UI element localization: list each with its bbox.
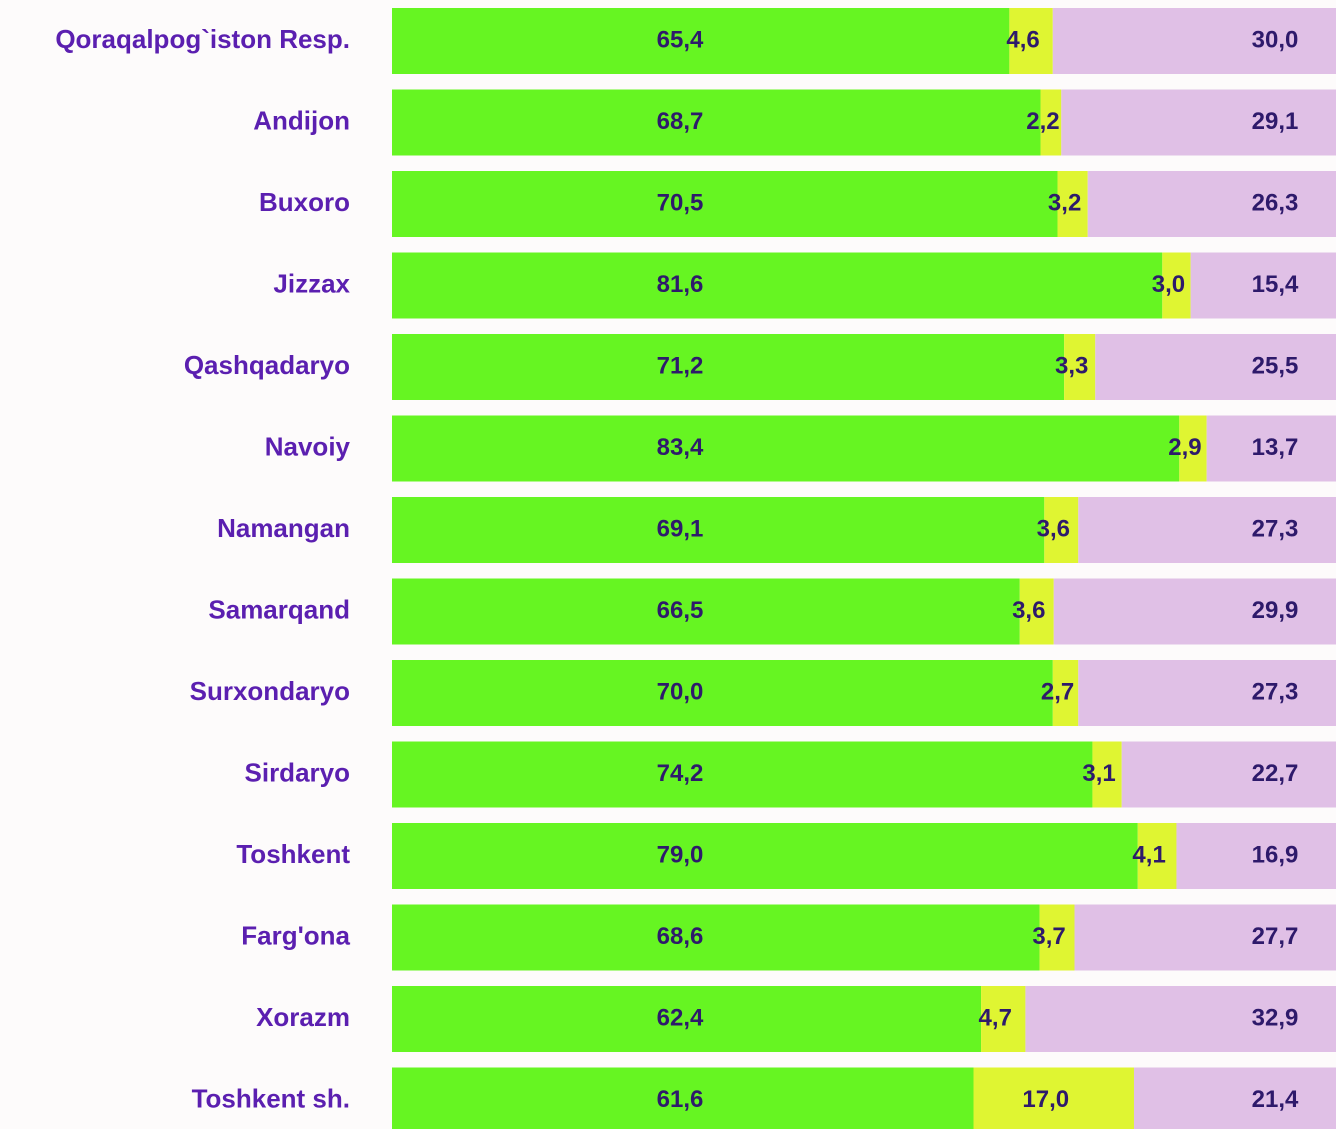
value-label: 4,7 — [979, 1004, 1012, 1031]
value-label: 13,7 — [1252, 434, 1299, 461]
value-label: 15,4 — [1252, 271, 1299, 298]
bar-segment — [1179, 415, 1207, 482]
bar-segment — [1078, 497, 1336, 563]
bar-segment — [1206, 415, 1336, 482]
value-label: 68,7 — [657, 108, 704, 135]
value-label: 25,5 — [1252, 352, 1299, 379]
value-label: 70,5 — [657, 189, 704, 216]
bar-segment — [1040, 89, 1062, 156]
bar-segment — [1039, 904, 1075, 971]
bar-segment — [1176, 823, 1336, 889]
value-label: 4,6 — [1006, 26, 1039, 53]
bar-segment — [392, 89, 1041, 156]
value-label: 2,2 — [1026, 108, 1059, 135]
bar-segment — [1009, 8, 1053, 74]
bar-segment — [1162, 252, 1191, 319]
bar-segment — [392, 660, 1053, 726]
value-label: 3,6 — [1012, 597, 1045, 624]
bar-segment — [1137, 823, 1177, 889]
bar-segment — [1092, 741, 1122, 808]
bar-segment — [973, 1067, 1134, 1129]
value-label: 21,4 — [1252, 1086, 1299, 1113]
category-label: Qashqadaryo — [184, 350, 350, 380]
value-label: 3,3 — [1055, 352, 1088, 379]
category-label: Xorazm — [256, 1002, 350, 1032]
category-label: Toshkent sh. — [192, 1083, 350, 1113]
bar-segment — [1052, 8, 1336, 74]
category-label: Toshkent — [236, 839, 350, 869]
bar-segment — [1052, 660, 1079, 726]
bar-segment — [392, 741, 1093, 808]
category-label: Surxondaryo — [190, 676, 350, 706]
category-label: Qoraqalpog`iston Resp. — [55, 24, 350, 54]
bar-segment — [1087, 171, 1336, 237]
bar-segment — [1078, 660, 1336, 726]
value-label: 3,0 — [1152, 271, 1185, 298]
value-label: 17,0 — [1022, 1086, 1069, 1113]
value-label: 30,0 — [1252, 26, 1299, 53]
bar-segment — [392, 8, 1010, 74]
bar-segment — [392, 334, 1065, 400]
value-label: 68,6 — [657, 923, 704, 950]
bar-segment — [1064, 334, 1096, 400]
category-label: Jizzax — [273, 268, 350, 298]
value-label: 83,4 — [657, 434, 704, 461]
value-label: 16,9 — [1252, 841, 1299, 868]
value-label: 3,6 — [1037, 515, 1070, 542]
value-label: 32,9 — [1252, 1004, 1299, 1031]
value-label: 62,4 — [657, 1004, 704, 1031]
bar-segment — [392, 578, 1020, 645]
value-label: 29,1 — [1252, 108, 1299, 135]
value-label: 3,7 — [1032, 923, 1065, 950]
value-label: 61,6 — [657, 1086, 704, 1113]
value-label: 3,1 — [1082, 760, 1115, 787]
bar-segment — [392, 252, 1163, 319]
bar-segment — [392, 171, 1058, 237]
bar-segment — [392, 415, 1180, 482]
bar-segment — [981, 986, 1026, 1052]
value-label: 27,7 — [1252, 923, 1299, 950]
value-label: 29,9 — [1252, 597, 1299, 624]
bar-segment — [1095, 334, 1336, 400]
bar-segment — [1025, 986, 1336, 1052]
bar-segment — [1053, 578, 1336, 645]
bar-segment — [1190, 252, 1336, 319]
bar-segment — [392, 904, 1040, 971]
value-label: 66,5 — [657, 597, 704, 624]
value-label: 4,1 — [1132, 841, 1165, 868]
value-label: 79,0 — [657, 841, 704, 868]
category-label: Namangan — [217, 513, 350, 543]
bar-segment — [1074, 904, 1336, 971]
bar-segment — [392, 497, 1045, 563]
bar-segment — [1044, 497, 1079, 563]
value-label: 27,3 — [1252, 678, 1299, 705]
category-label: Samarqand — [208, 594, 350, 624]
value-label: 26,3 — [1252, 189, 1299, 216]
value-label: 27,3 — [1252, 515, 1299, 542]
value-label: 2,9 — [1168, 434, 1201, 461]
category-label: Farg'ona — [241, 920, 350, 950]
value-label: 3,2 — [1048, 189, 1081, 216]
value-label: 70,0 — [657, 678, 704, 705]
bar-segment — [1121, 741, 1336, 808]
category-label: Sirdaryo — [245, 757, 351, 787]
bar-segment — [392, 986, 982, 1052]
value-label: 65,4 — [657, 26, 704, 53]
bar-segment — [392, 823, 1138, 889]
category-label: Buxoro — [259, 187, 350, 217]
value-label: 71,2 — [657, 352, 704, 379]
category-label: Andijon — [253, 105, 350, 135]
bar-segment — [1061, 89, 1336, 156]
bar-segment — [1019, 578, 1054, 645]
value-label: 2,7 — [1041, 678, 1074, 705]
bar-segment — [392, 1067, 974, 1129]
bar-segment — [1057, 171, 1088, 237]
category-label: Navoiy — [265, 431, 351, 461]
value-label: 22,7 — [1252, 760, 1299, 787]
value-label: 74,2 — [657, 760, 704, 787]
bar-segment — [1133, 1067, 1336, 1129]
value-label: 81,6 — [657, 271, 704, 298]
value-label: 69,1 — [657, 515, 704, 542]
